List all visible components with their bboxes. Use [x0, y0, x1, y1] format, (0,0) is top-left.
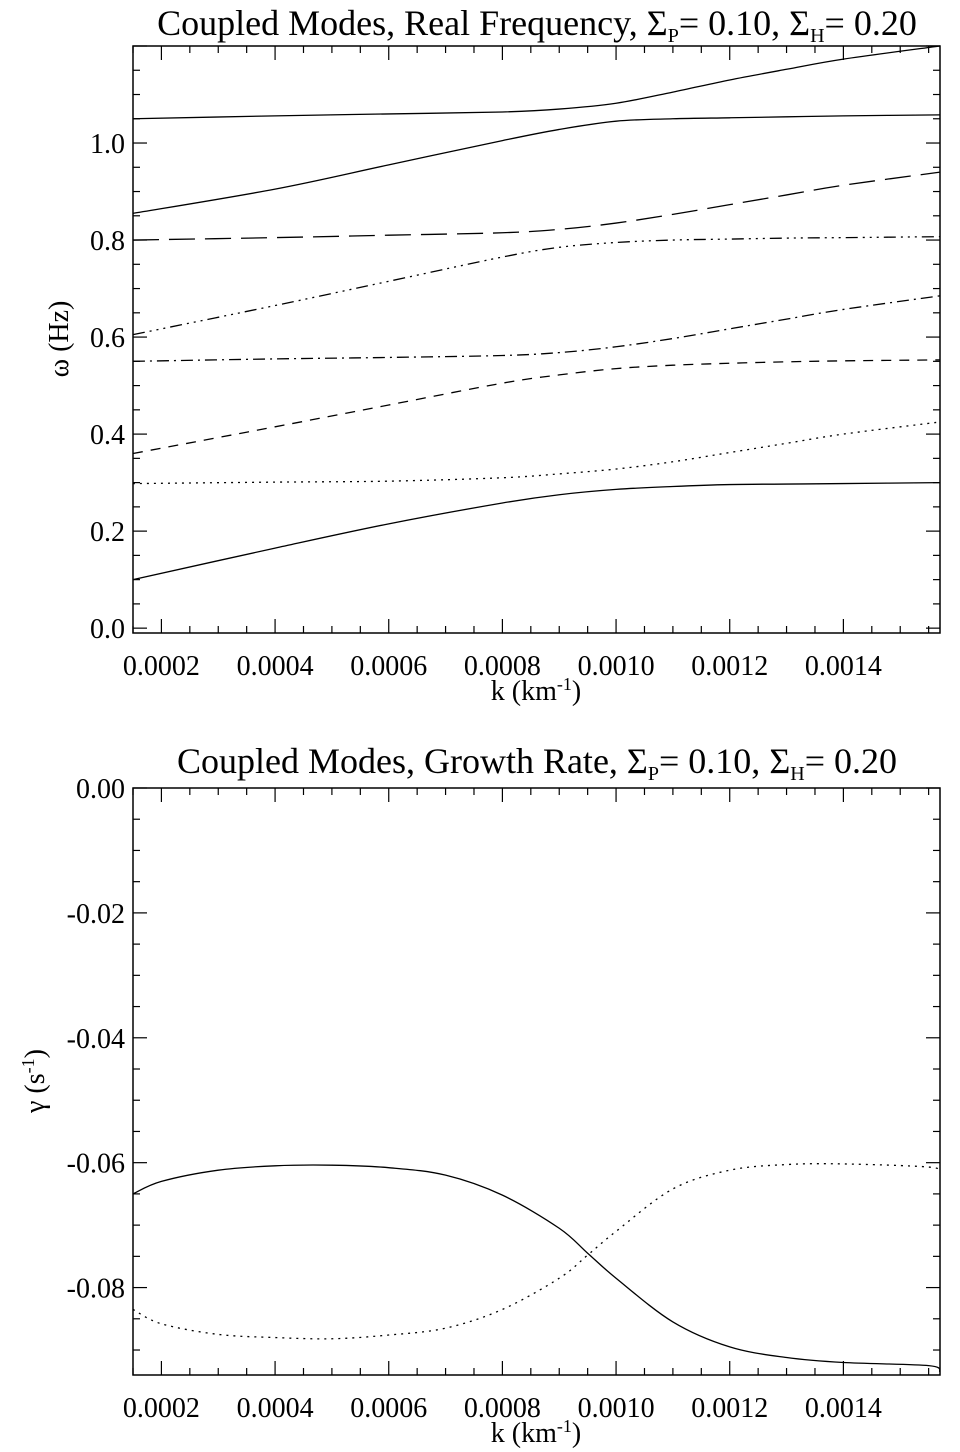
y-tick-label: 1.0	[90, 129, 125, 160]
series-group	[132, 1163, 941, 1373]
y-tick-label: 0.2	[90, 517, 125, 548]
series-line-8	[132, 481, 941, 581]
x-tick-label: 0.0004	[237, 651, 314, 682]
series-line-7	[132, 421, 941, 485]
x-tick-label: 0.0010	[578, 1393, 655, 1424]
series-line-6	[132, 359, 941, 455]
y-tick-label: -0.02	[67, 899, 125, 930]
axis-ticks: 0.0002 0.0004 0.0006 0.0008 0.0010 0.0012 0.00…	[67, 774, 940, 1424]
y-tick-label: 0.8	[90, 226, 125, 257]
x-tick-label: 0.0008	[464, 651, 541, 682]
x-tick-label: 0.0010	[578, 651, 655, 682]
x-tick-label: 0.0008	[464, 1393, 541, 1424]
series-line-2	[132, 114, 941, 215]
y-tick-label: -0.04	[67, 1024, 125, 1055]
y-tick-label: 0.00	[76, 774, 125, 805]
y-tick-label: -0.08	[67, 1274, 125, 1305]
series-line-2	[132, 1163, 941, 1340]
x-tick-label: 0.0006	[350, 651, 427, 682]
series-line-4	[132, 236, 941, 336]
x-tick-label: 0.0002	[123, 651, 200, 682]
y-tick-label: 0.4	[90, 420, 125, 451]
x-axis-label: k (km-1)	[491, 674, 581, 707]
chart-growth-rate: Coupled Modes, Growth Rate, ΣP= 0.10, ΣH…	[18, 741, 941, 1449]
y-axis-label: ω (Hz)	[44, 301, 75, 378]
y-tick-label: 0.0	[90, 614, 125, 645]
series-line-1	[132, 45, 941, 120]
x-tick-label: 0.0014	[805, 1393, 882, 1424]
plot-frame	[132, 45, 941, 634]
x-tick-label: 0.0012	[691, 1393, 768, 1424]
axis-ticks: 0.0002 0.0004 0.0006 0.0008 0.0010 0.0012 0.00…	[90, 45, 940, 682]
x-axis-label: k (km-1)	[491, 1416, 581, 1449]
chart-real-frequency: Coupled Modes, Real Frequency, ΣP= 0.10,…	[44, 3, 941, 707]
x-tick-label: 0.0002	[123, 1393, 200, 1424]
y-tick-label: -0.06	[67, 1149, 125, 1180]
series-line-5	[132, 295, 941, 362]
x-tick-label: 0.0012	[691, 651, 768, 682]
x-tick-label: 0.0004	[237, 1393, 314, 1424]
chart-title: Coupled Modes, Real Frequency, ΣP= 0.10,…	[157, 3, 917, 47]
y-axis-label: γ (s-1)	[18, 1049, 51, 1114]
series-line-3	[132, 171, 941, 241]
plot-frame	[132, 787, 941, 1376]
x-tick-label: 0.0014	[805, 651, 882, 682]
chart-title: Coupled Modes, Growth Rate, ΣP= 0.10, ΣH…	[177, 741, 897, 785]
series-line-1	[132, 1164, 941, 1373]
x-tick-label: 0.0006	[350, 1393, 427, 1424]
series-group	[132, 45, 941, 581]
y-tick-label: 0.6	[90, 323, 125, 354]
